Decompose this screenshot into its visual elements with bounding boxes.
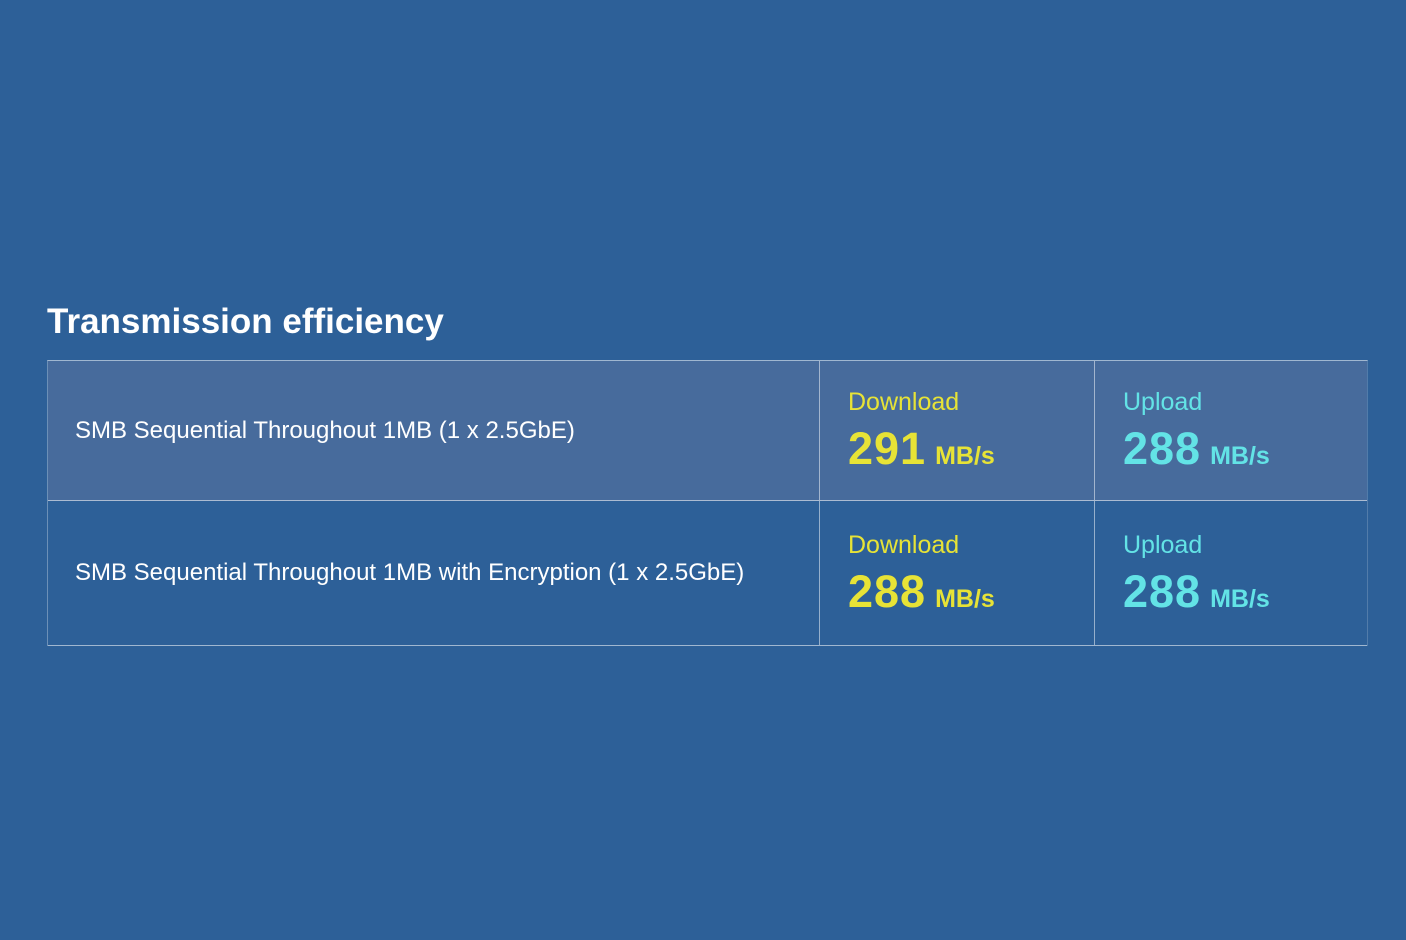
download-unit: MB/s <box>935 442 995 470</box>
download-value: 291 <box>848 423 927 474</box>
download-label: Download <box>848 388 960 416</box>
download-value: 288 <box>848 565 927 617</box>
upload-value: 288 <box>1123 565 1202 617</box>
download-unit: MB/s <box>935 584 995 613</box>
download-value-row: 288 MB/s <box>848 565 1094 617</box>
upload-value: 288 <box>1123 423 1202 474</box>
upload-unit: MB/s <box>1210 584 1270 613</box>
table-row: SMB Sequential Throughout 1MB (1 x 2.5Gb… <box>48 361 1367 501</box>
page-title: Transmission efficiency <box>47 302 444 342</box>
upload-value-row: 288 MB/s <box>1123 565 1367 617</box>
download-label: Download <box>848 530 960 559</box>
test-name-cell: SMB Sequential Throughout 1MB (1 x 2.5Gb… <box>48 361 819 500</box>
download-value-row: 291 MB/s <box>848 425 1094 473</box>
upload-label: Upload <box>1123 388 1203 416</box>
table-row: SMB Sequential Throughout 1MB with Encry… <box>48 501 1367 646</box>
test-name-label: SMB Sequential Throughout 1MB with Encry… <box>75 559 745 586</box>
upload-unit: MB/s <box>1210 442 1270 470</box>
test-name-cell: SMB Sequential Throughout 1MB with Encry… <box>48 501 819 645</box>
download-cell: Download 291 MB/s <box>819 361 1094 500</box>
test-name-label: SMB Sequential Throughout 1MB (1 x 2.5Gb… <box>75 416 575 444</box>
upload-label: Upload <box>1123 530 1203 559</box>
download-cell: Download 288 MB/s <box>819 501 1094 645</box>
transmission-efficiency-table: SMB Sequential Throughout 1MB (1 x 2.5Gb… <box>47 360 1368 646</box>
upload-cell: Upload 288 MB/s <box>1094 361 1367 500</box>
upload-value-row: 288 MB/s <box>1123 425 1367 473</box>
upload-cell: Upload 288 MB/s <box>1094 501 1367 645</box>
